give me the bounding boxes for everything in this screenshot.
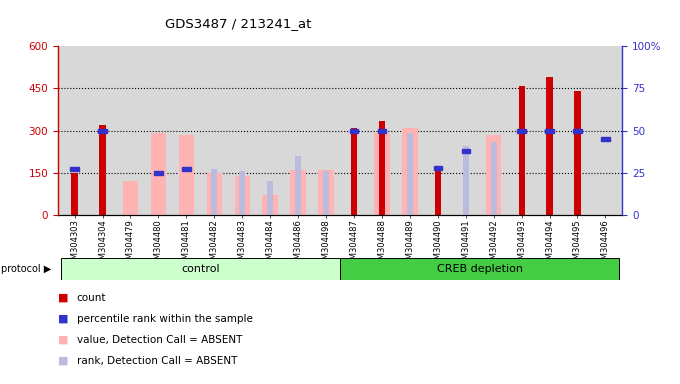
Text: ■: ■ (58, 335, 68, 345)
Bar (351, 128, 357, 215)
Bar (151, 133, 166, 215)
Bar (490, 142, 497, 215)
Bar (575, 91, 581, 215)
Bar (290, 170, 306, 215)
Bar (99, 125, 105, 215)
Text: GDS3487 / 213241_at: GDS3487 / 213241_at (165, 17, 311, 30)
Text: control: control (181, 264, 220, 274)
Bar (123, 181, 138, 215)
Text: count: count (77, 293, 106, 303)
Text: CREB depletion: CREB depletion (437, 264, 523, 274)
Bar (517, 129, 526, 132)
Bar (207, 173, 222, 215)
Text: ■: ■ (58, 356, 68, 366)
Bar (70, 167, 79, 171)
Bar (239, 170, 245, 215)
Bar (545, 129, 554, 132)
Bar (99, 129, 107, 132)
Bar (379, 121, 385, 215)
Bar (211, 169, 218, 215)
Bar (407, 133, 413, 215)
Bar (182, 167, 190, 171)
Bar (435, 171, 441, 215)
Bar (434, 166, 442, 170)
Bar (295, 156, 301, 215)
Bar (377, 129, 386, 132)
Text: value, Detection Call = ABSENT: value, Detection Call = ABSENT (77, 335, 242, 345)
Bar (235, 175, 250, 215)
Text: rank, Detection Call = ABSENT: rank, Detection Call = ABSENT (77, 356, 237, 366)
Bar (547, 77, 553, 215)
Text: percentile rank within the sample: percentile rank within the sample (77, 314, 253, 324)
Bar (323, 170, 329, 215)
Bar (402, 128, 418, 215)
Bar (519, 86, 525, 215)
Text: protocol ▶: protocol ▶ (1, 264, 52, 274)
Bar (262, 195, 278, 215)
Bar (179, 135, 194, 215)
Bar (601, 137, 610, 141)
Bar (573, 129, 581, 132)
Bar (350, 129, 358, 132)
Text: ■: ■ (58, 293, 68, 303)
Text: ■: ■ (58, 314, 68, 324)
Bar (374, 133, 390, 215)
Bar (340, 258, 619, 280)
Bar (318, 170, 334, 215)
Bar (154, 171, 163, 175)
Bar (61, 258, 340, 280)
Bar (267, 181, 273, 215)
Bar (462, 149, 470, 153)
Bar (462, 146, 469, 215)
Bar (71, 173, 78, 215)
Bar (486, 135, 501, 215)
